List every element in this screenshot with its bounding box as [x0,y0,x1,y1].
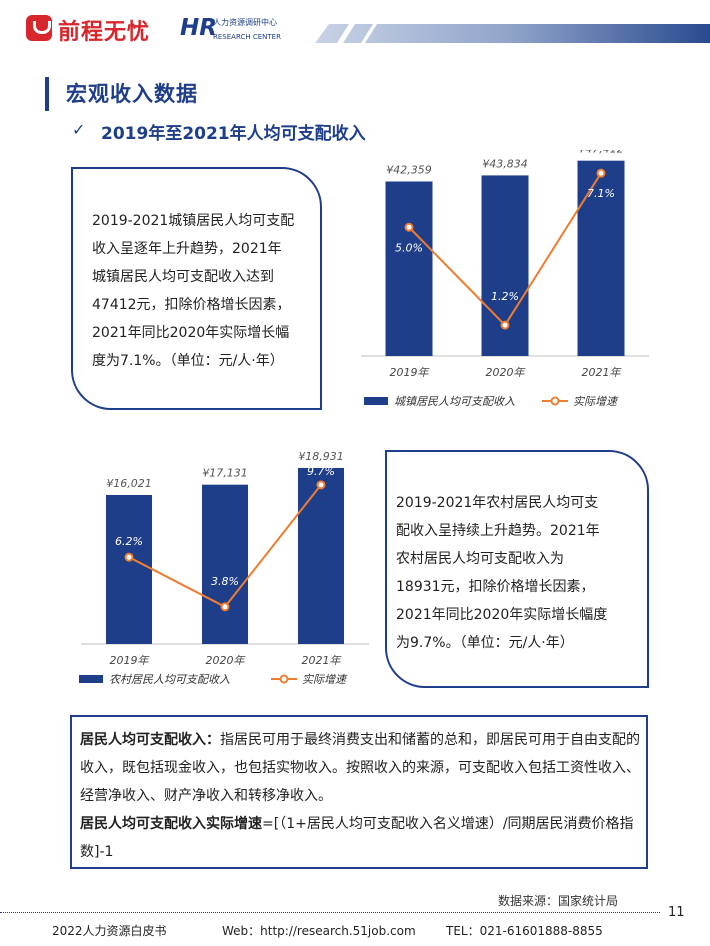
data-source: 数据来源：国家统计局 [498,894,619,908]
rural-income-chart: ¥16,021 2019年 ¥17,131 2020年 ¥18,931 2021年 6.2%… [79,450,369,686]
legend-bar-label: 农村居民人均可支配收入 [109,673,230,686]
text-line: 度为7.1%。（单位：元/人·年） [92,353,284,369]
text-line: 为9.7%。（单位：元/人·年） [396,635,574,651]
legend-line-label: 实际增速 [573,395,619,408]
bar-value-label: ¥16,021 [106,477,152,490]
growth-rate-point [404,222,414,232]
bar [202,484,248,644]
category-tick-label: 2019年 [110,654,150,667]
text-line: 收入呈逐年上升趋势，2021年 [92,241,282,257]
bar-value-label: ¥47,412 [578,150,624,156]
footer-publication: 2022人力资源白皮书 [52,924,167,938]
footer-divider [0,912,660,913]
bar [106,495,152,644]
definition-term-2: 居民人均可支配收入实际增速 [80,816,262,832]
growth-rate-label: 3.8% [211,575,239,588]
category-tick-label: 2021年 [302,654,342,667]
legend-bar-label: 城镇居民人均可支配收入 [394,395,515,408]
header-decor-band [315,24,710,43]
hr-center-cn: 人力资源调研中心 [213,18,277,27]
text-line: 2021年同比2020年实际增长幅度 [396,607,608,623]
text-line: 城镇居民人均可支配收入达到 [92,269,274,285]
hr-logo: HR [180,15,217,41]
hr-center-en: RESEARCH CENTER [213,33,281,41]
growth-rate-label: 7.1% [587,187,615,200]
legend-bar-swatch [79,675,103,683]
text-line: 18931元，扣除价格增长因素， [396,579,595,595]
definition-box [70,715,648,869]
legend-line-marker [550,396,560,406]
growth-rate-point [596,168,606,178]
category-tick-label: 2020年 [206,654,246,667]
bar-value-label: ¥18,931 [298,450,344,463]
sub-title: 2019年至2021年人均可支配收入 [101,124,366,144]
section-title: 宏观收入数据 [66,82,198,106]
growth-rate-label: 5.0% [395,241,423,254]
urban-income-chart: ¥42,359 2019年 ¥43,834 2020年 ¥47,412 2021年 5.0%… [361,150,649,408]
category-tick-label: 2021年 [582,366,622,379]
bar [385,181,433,356]
growth-rate-point [124,552,134,562]
bar [298,467,344,644]
section-title-bar [45,77,49,111]
growth-rate-point [500,320,510,330]
urban-summary-box [71,167,322,410]
definition-term-1: 居民人均可支配收入： [80,732,220,748]
growth-rate-label: 6.2% [115,535,143,548]
text-line: 2019-2021年农村居民人均可支 [396,495,599,511]
legend-line-marker [279,674,289,684]
bar-value-label: ¥42,359 [386,163,432,176]
definition-body-1: 指居民可用于最终消费支出和储蓄的总和，即居民可用于自由支配的收入，既包括现金收入… [80,732,640,804]
legend-bar-swatch [364,397,388,405]
growth-rate-point [220,602,230,612]
bar-value-label: ¥17,131 [202,467,248,480]
definition-text: 居民人均可支配收入：指居民可用于最终消费支出和储蓄的总和，即居民可用于自由支配的… [80,726,640,866]
brand-name: 前程无忧 [58,20,151,45]
bar [577,160,625,356]
definition-body-2: =[（1+居民人均可支配收入名义增速）/同期居民消费价格指数]-1 [80,816,634,860]
text-line: 配收入呈持续上升趋势。2021年 [396,523,600,539]
category-tick-label: 2020年 [486,366,526,379]
text-line: 2021年同比2020年实际增长幅 [92,325,290,341]
check-icon: ✓ [72,120,86,139]
urban-summary-text: 2019-2021城镇居民人均可支配 收入呈逐年上升趋势，2021年 城镇居民人… [92,207,314,375]
text-line: 47412元，扣除价格增长因素， [92,297,291,313]
bar-value-label: ¥43,834 [482,157,528,170]
legend-line-label: 实际增速 [302,673,348,686]
logo-icon [26,15,52,41]
growth-rate-label: 1.2% [491,290,519,303]
footer-phone: TEL：021-61601888-8855 [446,924,603,938]
rural-summary-text: 2019-2021年农村居民人均可支 配收入呈持续上升趋势。2021年 农村居民… [396,489,641,657]
text-line: 农村居民人均可支配收入为 [396,551,564,567]
growth-rate-label: 9.7% [307,465,335,478]
rural-summary-box [385,450,649,688]
page-number: 11 [668,905,685,920]
category-tick-label: 2019年 [390,366,430,379]
text-line: 2019-2021城镇居民人均可支配 [92,213,295,229]
growth-rate-point [316,480,326,490]
footer-web-link[interactable]: Web：http://research.51job.com [222,924,416,938]
